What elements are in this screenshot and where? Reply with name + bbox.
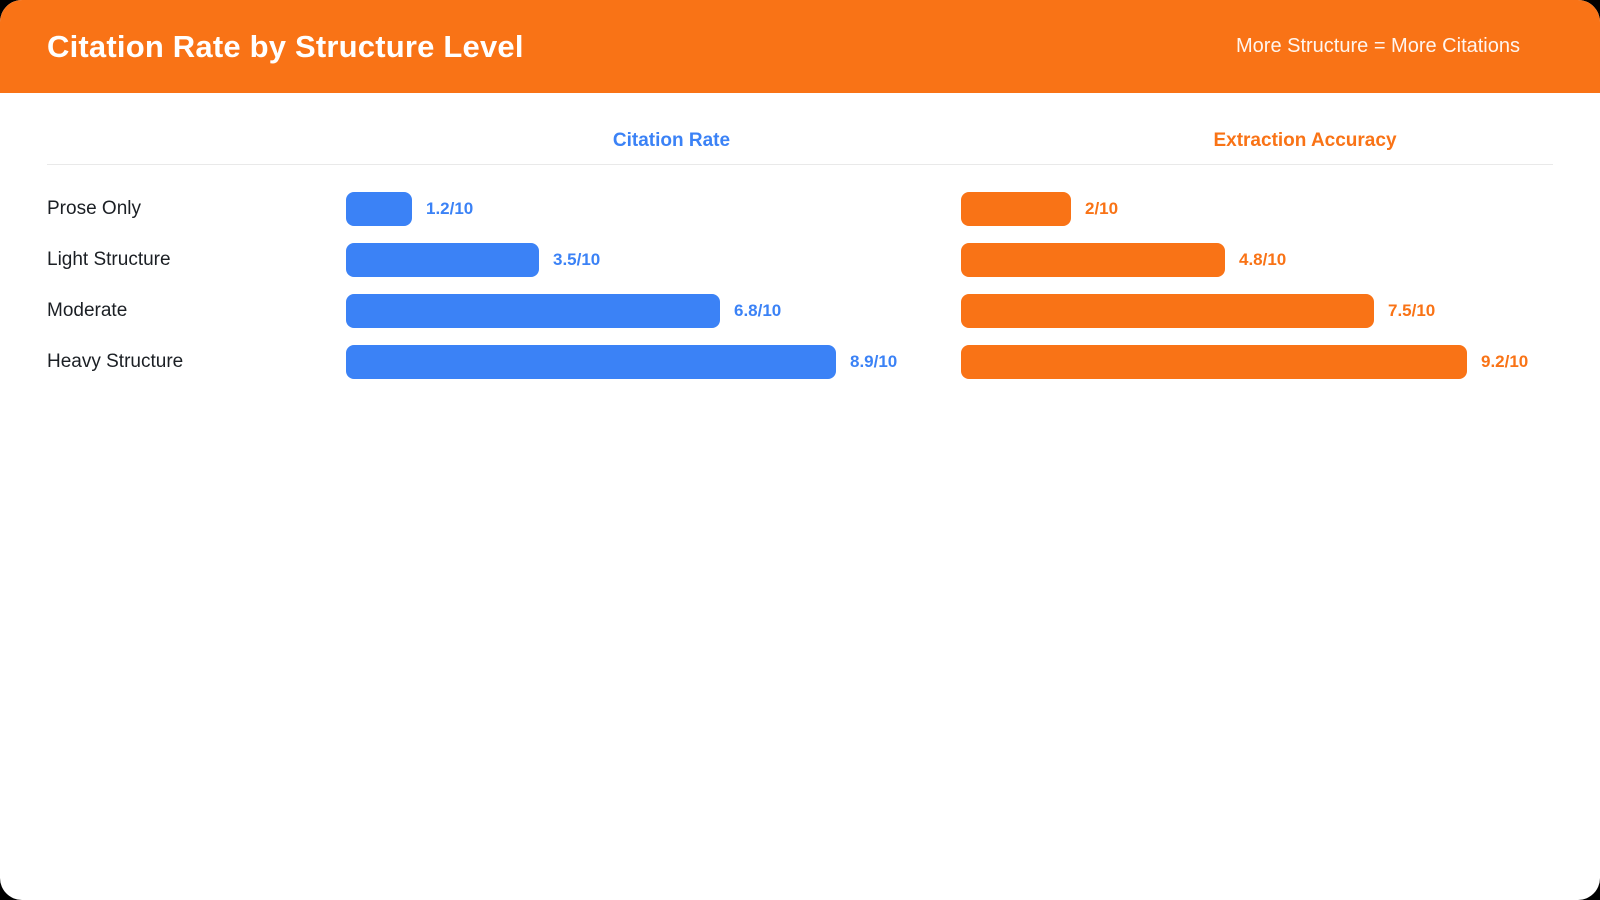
chart-row: Moderate 6.8/10 7.5/10 [47, 285, 1553, 336]
citation-rate-value: 6.8/10 [734, 300, 782, 320]
category-label: Moderate [47, 299, 128, 321]
extraction-accuracy-cell: 4.8/10 [961, 242, 1553, 277]
citation-rate-bar [346, 191, 412, 226]
citation-rate-bar [346, 293, 720, 328]
page-title: Citation Rate by Structure Level [47, 28, 524, 64]
chart-row: Prose Only 1.2/10 2/10 [47, 183, 1553, 234]
column-header-citation-rate: Citation Rate [612, 130, 731, 151]
chart-area: Citation Rate Extraction Accuracy Prose … [0, 93, 1600, 387]
extraction-accuracy-value: 7.5/10 [1388, 300, 1436, 320]
extraction-accuracy-bar [961, 191, 1071, 226]
extraction-accuracy-bar [961, 293, 1374, 328]
chart-rows: Prose Only 1.2/10 2/10 Light Structure 3.5/1… [47, 165, 1553, 387]
extraction-accuracy-cell: 9.2/10 [961, 344, 1553, 379]
citation-rate-value: 8.9/10 [850, 351, 898, 371]
header-tagline: More Structure = More Citations [1236, 35, 1520, 57]
extraction-accuracy-value: 4.8/10 [1239, 249, 1287, 269]
extraction-accuracy-value: 9.2/10 [1481, 351, 1529, 371]
app-header: Citation Rate by Structure Level More St… [0, 0, 1600, 93]
citation-rate-cell: 1.2/10 [346, 191, 961, 226]
category-label: Prose Only [47, 197, 141, 219]
chart-row: Light Structure 3.5/10 4.8/10 [47, 234, 1553, 285]
extraction-accuracy-value: 2/10 [1085, 198, 1119, 218]
column-headers: Citation Rate Extraction Accuracy [47, 93, 1553, 165]
extraction-accuracy-bar [961, 242, 1225, 277]
citation-rate-cell: 6.8/10 [346, 293, 961, 328]
citation-rate-value: 3.5/10 [553, 249, 601, 269]
extraction-accuracy-cell: 7.5/10 [961, 293, 1553, 328]
category-label: Light Structure [47, 248, 171, 270]
citation-rate-bar [346, 242, 539, 277]
citation-rate-bar [346, 344, 836, 379]
extraction-accuracy-cell: 2/10 [961, 191, 1553, 226]
category-label: Heavy Structure [47, 350, 184, 372]
citation-rate-cell: 3.5/10 [346, 242, 961, 277]
citation-rate-cell: 8.9/10 [346, 344, 961, 379]
citation-rate-value: 1.2/10 [426, 198, 474, 218]
column-header-extraction-accuracy: Extraction Accuracy [1213, 130, 1397, 151]
chart-row: Heavy Structure 8.9/10 9.2/10 [47, 336, 1553, 387]
extraction-accuracy-bar [961, 344, 1467, 379]
